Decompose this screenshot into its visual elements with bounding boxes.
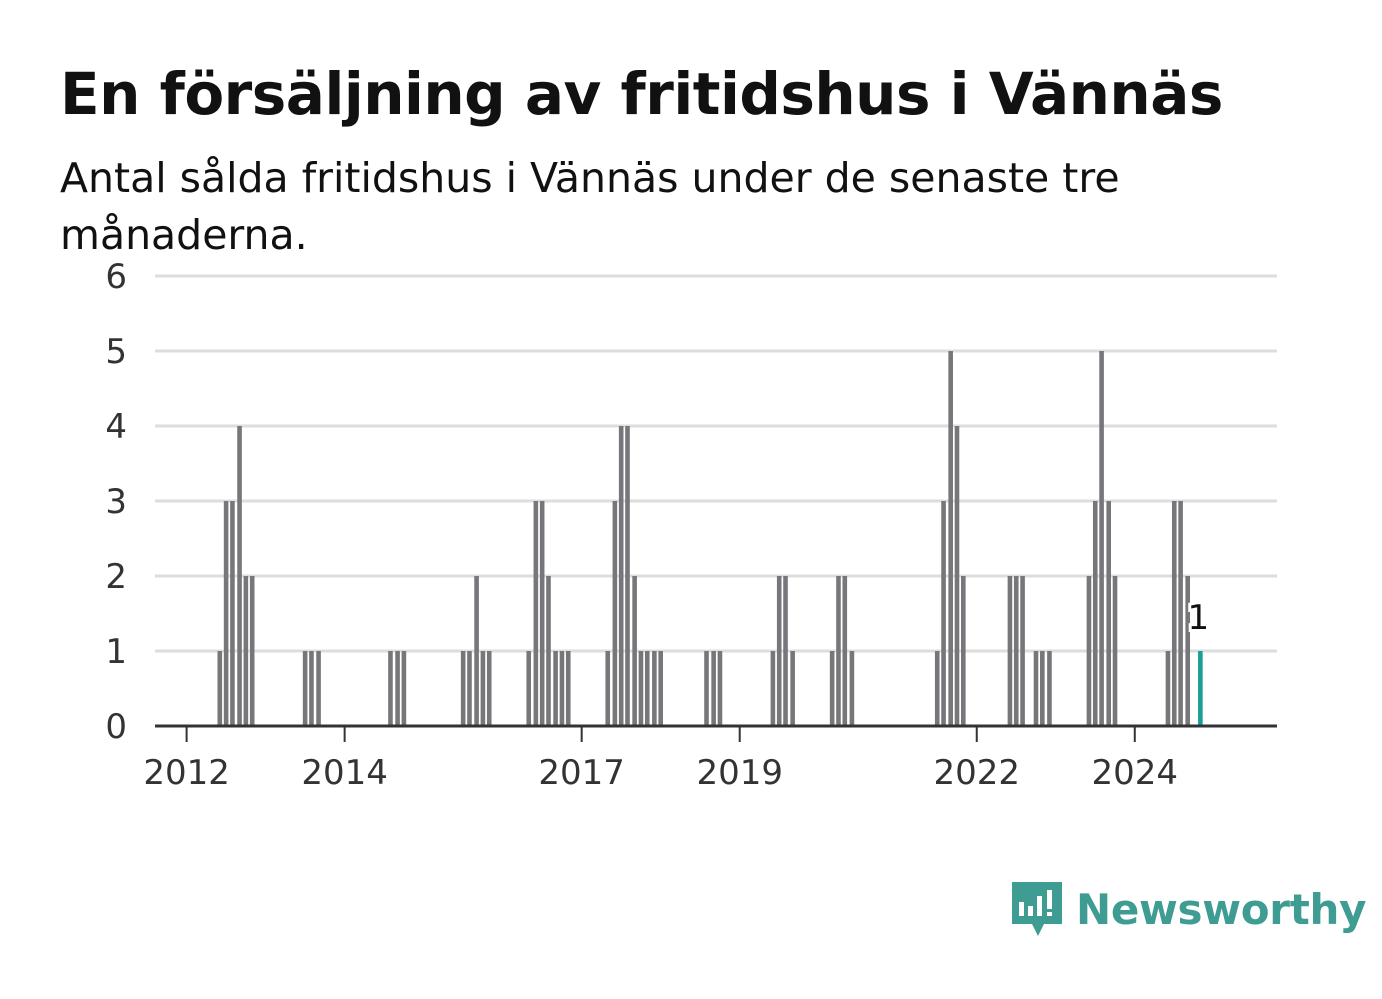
bar [632, 576, 637, 726]
chart-title: En försäljning av fritidshus i Vännäs [60, 60, 1223, 128]
bar [711, 651, 716, 726]
bar [1112, 576, 1118, 726]
bar [460, 651, 466, 726]
bar [243, 576, 249, 726]
y-tick-label: 1 [105, 632, 127, 672]
bar [717, 651, 723, 726]
x-tick-label: 2022 [933, 753, 1020, 793]
bar [625, 426, 630, 726]
bar [1013, 576, 1019, 726]
bar [539, 501, 545, 726]
bar [1047, 651, 1052, 726]
bar [704, 651, 709, 726]
bar [658, 651, 663, 726]
bar [474, 576, 479, 726]
bar [230, 501, 235, 726]
bars [217, 351, 1203, 726]
bar [776, 576, 782, 726]
bar [1165, 651, 1171, 726]
bar [533, 501, 539, 726]
bar [1020, 576, 1025, 726]
y-tick-label: 6 [105, 257, 127, 297]
bar [790, 651, 795, 726]
x-tick-label: 2012 [143, 753, 230, 793]
x-tick-label: 2014 [301, 753, 388, 793]
bar [237, 426, 242, 726]
bar [316, 651, 321, 726]
bar [249, 576, 255, 726]
y-tick-label: 5 [105, 332, 127, 372]
brand-logo: Newsworthy [1010, 876, 1366, 942]
x-axis-ticks: 2012 2014 2017 2019 2022 2024 [143, 726, 1178, 793]
bar [559, 651, 565, 726]
bar [1092, 501, 1098, 726]
bar [770, 651, 776, 726]
bar [486, 651, 492, 726]
bar [652, 651, 657, 726]
bar [954, 426, 960, 726]
bar [618, 426, 624, 726]
bar [849, 651, 855, 726]
bar [1033, 651, 1039, 726]
brand-name: Newsworthy [1076, 884, 1367, 934]
bar [842, 576, 848, 726]
bar [546, 576, 551, 726]
bar [836, 576, 841, 726]
bar [1099, 351, 1104, 726]
highlight-value-label: 1 [1188, 598, 1210, 638]
x-tick-label: 2017 [538, 753, 625, 793]
bar [217, 651, 223, 726]
bar [644, 651, 650, 726]
highlight-bar [1198, 651, 1203, 726]
y-tick-label: 0 [105, 707, 127, 747]
bar [302, 651, 308, 726]
bar [961, 576, 966, 726]
y-tick-label: 3 [105, 482, 127, 522]
bar [612, 501, 618, 726]
bar [941, 501, 946, 726]
bar [565, 651, 571, 726]
chart-subtitle: Antal sålda fritidshus i Vännäs under de… [60, 154, 1120, 259]
bar [1086, 576, 1092, 726]
bar [526, 651, 532, 726]
bar [309, 651, 314, 726]
newsworthy-logo-icon [1012, 882, 1062, 936]
bar [783, 576, 788, 726]
bar [388, 651, 393, 726]
x-tick-label: 2024 [1092, 753, 1179, 793]
bar [1007, 576, 1013, 726]
bar [829, 651, 835, 726]
y-tick-label: 2 [105, 557, 127, 597]
highlight-annotation: 1 [1185, 595, 1213, 641]
bar [1178, 501, 1183, 726]
bar [934, 651, 940, 726]
bar [638, 651, 644, 726]
bar [1040, 651, 1045, 726]
y-axis-ticks: 0 1 2 3 4 5 6 [105, 257, 127, 747]
bar [948, 351, 953, 726]
bar [467, 651, 472, 726]
bar [223, 501, 229, 726]
x-tick-label: 2019 [696, 753, 783, 793]
bar [1106, 501, 1111, 726]
y-tick-label: 4 [105, 407, 127, 447]
bar [1171, 501, 1177, 726]
bar [401, 651, 407, 726]
bar [553, 651, 558, 726]
bar [480, 651, 486, 726]
bar [605, 651, 611, 726]
bar-chart: 0 1 2 3 4 5 6 2012 2014 2017 2019 2022 2024 1 [105, 257, 1277, 793]
bar [395, 651, 400, 726]
bar [1185, 576, 1191, 726]
